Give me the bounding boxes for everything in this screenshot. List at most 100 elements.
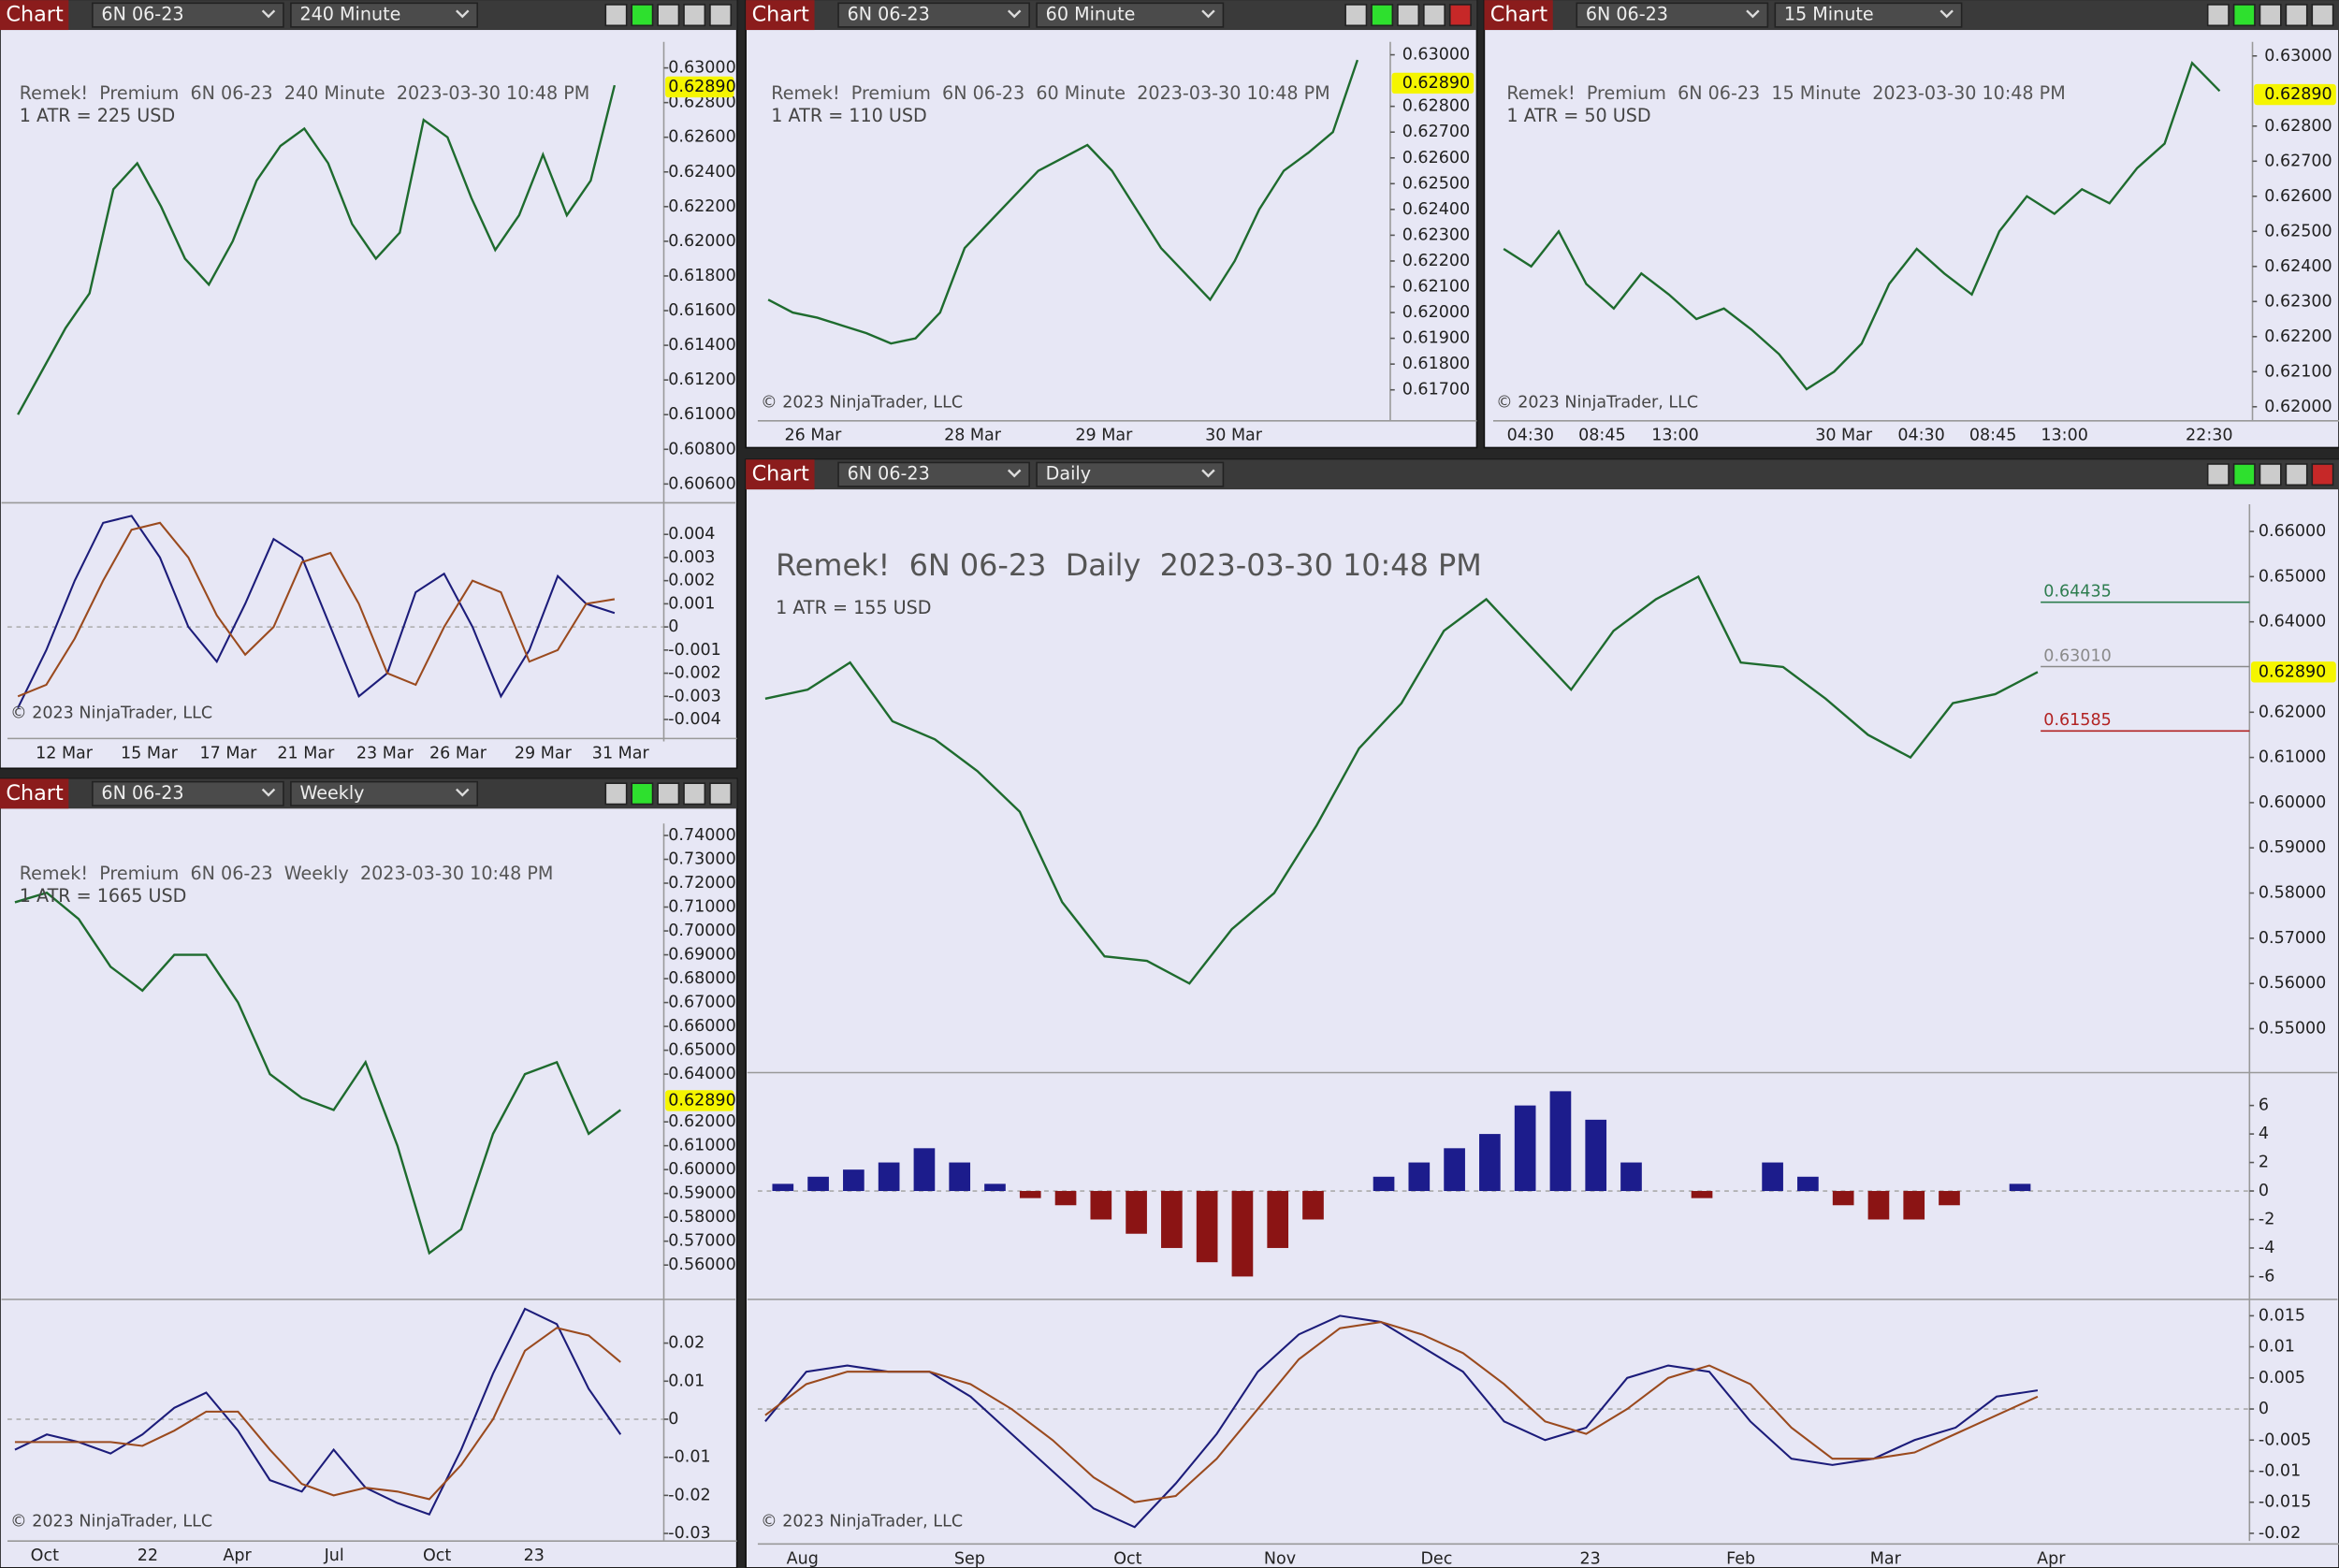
chart-tab[interactable] (0, 0, 69, 31)
window-button[interactable] (604, 782, 628, 806)
histogram-bar (1620, 1162, 1642, 1192)
period-selector[interactable] (1036, 2, 1225, 28)
y-tick-label: 0.71000 (668, 898, 735, 917)
window-button[interactable] (631, 782, 654, 806)
window-button[interactable] (1371, 4, 1394, 27)
instrument-selector-label: 6N 06-23 (1586, 4, 1668, 25)
y-tick-label: 0.62000 (2259, 703, 2326, 721)
y-tick-label: 0.62800 (2264, 117, 2332, 136)
window-button[interactable] (683, 782, 706, 806)
period-selector[interactable] (290, 2, 479, 28)
y-tick-label: 0 (668, 617, 678, 636)
period-selector[interactable] (290, 780, 479, 806)
y-tick-label: 0.62200 (2264, 327, 2332, 346)
window-button[interactable] (604, 4, 628, 27)
window-button[interactable] (683, 4, 706, 27)
window-button[interactable] (2259, 4, 2282, 27)
window-button[interactable] (1397, 4, 1420, 27)
window-button[interactable] (2311, 4, 2334, 27)
x-tick-label: 22 (138, 1546, 158, 1565)
y-tick-label: -6 (2259, 1267, 2274, 1285)
histogram-bar (1231, 1191, 1254, 1277)
chart-tab[interactable] (0, 778, 69, 809)
y-tick-label: -2 (2259, 1210, 2274, 1228)
y-tick-label: 0.62800 (668, 94, 735, 112)
x-tick-label: 29 Mar (515, 744, 573, 762)
window-button[interactable] (2285, 4, 2308, 27)
histogram-bar (878, 1162, 900, 1192)
y-tick-label: 0.61800 (1402, 355, 1470, 373)
x-tick-label: Nov (1264, 1549, 1296, 1568)
y-tick-label: 0.01 (2259, 1338, 2295, 1357)
last-price-label: 0.62890 (1402, 74, 1470, 93)
period-selector[interactable] (1036, 461, 1225, 487)
histogram-bar (984, 1183, 1006, 1192)
atr-label: 1 ATR = 155 USD (776, 597, 931, 618)
copyright: © 2023 NinjaTrader, LLC (10, 1512, 212, 1531)
window-button[interactable] (2206, 463, 2230, 486)
x-tick-label: 31 Mar (592, 744, 650, 762)
window-button[interactable] (657, 4, 680, 27)
last-price-label: 0.62890 (668, 1091, 735, 1110)
level-label: 0.61585 (2043, 711, 2111, 730)
instrument-selector[interactable] (837, 2, 1030, 28)
chart-tab[interactable] (746, 459, 815, 490)
y-tick-label: 0 (668, 1410, 678, 1429)
window-button[interactable] (709, 782, 733, 806)
window-button[interactable] (1344, 4, 1368, 27)
chart-title: Remek! Premium 6N 06-23 15 Minute 2023-0… (1506, 82, 2065, 104)
instrument-selector[interactable] (92, 2, 284, 28)
histogram-bar (1903, 1191, 1925, 1220)
window-button[interactable] (631, 4, 654, 27)
histogram-bar (1549, 1091, 1572, 1192)
y-tick-label: 0.015 (2259, 1306, 2305, 1325)
window-button[interactable] (1423, 4, 1446, 27)
instrument-selector[interactable] (92, 780, 284, 806)
x-tick-label: Oct (423, 1546, 451, 1565)
y-tick-label: 0.62100 (2264, 362, 2332, 381)
last-price-label: 0.62890 (668, 78, 735, 96)
window-button[interactable] (2206, 4, 2230, 27)
y-tick-label: 0.62600 (668, 128, 735, 147)
y-tick-label: 0.62300 (1402, 225, 1470, 244)
x-tick-label: Aug (787, 1549, 819, 1568)
y-tick-label: 6 (2259, 1096, 2269, 1115)
window-button[interactable] (2259, 463, 2282, 486)
y-tick-label: -0.001 (668, 641, 720, 660)
y-tick-label: 0.62300 (2264, 292, 2332, 311)
window-button[interactable] (709, 4, 733, 27)
chart-tab[interactable] (746, 0, 815, 31)
y-tick-label: 0.62000 (668, 232, 735, 251)
histogram-bar (1479, 1134, 1501, 1192)
histogram-bar (1267, 1191, 1289, 1248)
y-tick-label: 0.67000 (668, 994, 735, 1012)
histogram-bar (1161, 1191, 1183, 1248)
copyright: © 2023 NinjaTrader, LLC (10, 704, 212, 722)
y-tick-label: -0.015 (2259, 1493, 2311, 1512)
y-tick-label: -0.02 (668, 1486, 710, 1504)
window-button[interactable] (2232, 4, 2256, 27)
instrument-selector[interactable] (837, 461, 1030, 487)
chart-tab[interactable] (1484, 0, 1553, 31)
copyright: © 2023 NinjaTrader, LLC (761, 394, 963, 413)
window-button[interactable] (1448, 4, 1472, 27)
x-tick-label: 04:30 (1507, 427, 1554, 445)
chart-title: Remek! Premium 6N 06-23 Weekly 2023-03-3… (20, 863, 554, 884)
y-tick-label: 0.66000 (668, 1017, 735, 1036)
oscillator-line (764, 1314, 2039, 1529)
y-tick-label: 0.57000 (668, 1232, 735, 1251)
last-price-label: 0.62890 (2264, 85, 2332, 104)
y-tick-label: -0.004 (668, 710, 720, 729)
window-button[interactable] (2285, 463, 2308, 486)
window-button[interactable] (657, 782, 680, 806)
period-selector[interactable] (1774, 2, 1963, 28)
instrument-selector[interactable] (1576, 2, 1769, 28)
x-tick-label: 26 Mar (784, 427, 842, 445)
histogram-bar (843, 1169, 864, 1192)
window-button[interactable] (2232, 463, 2256, 486)
last-price-marker (665, 76, 734, 98)
x-tick-label: Apr (223, 1546, 252, 1565)
window-button[interactable] (2311, 463, 2334, 486)
period-selector-label: 15 Minute (1784, 4, 1874, 25)
